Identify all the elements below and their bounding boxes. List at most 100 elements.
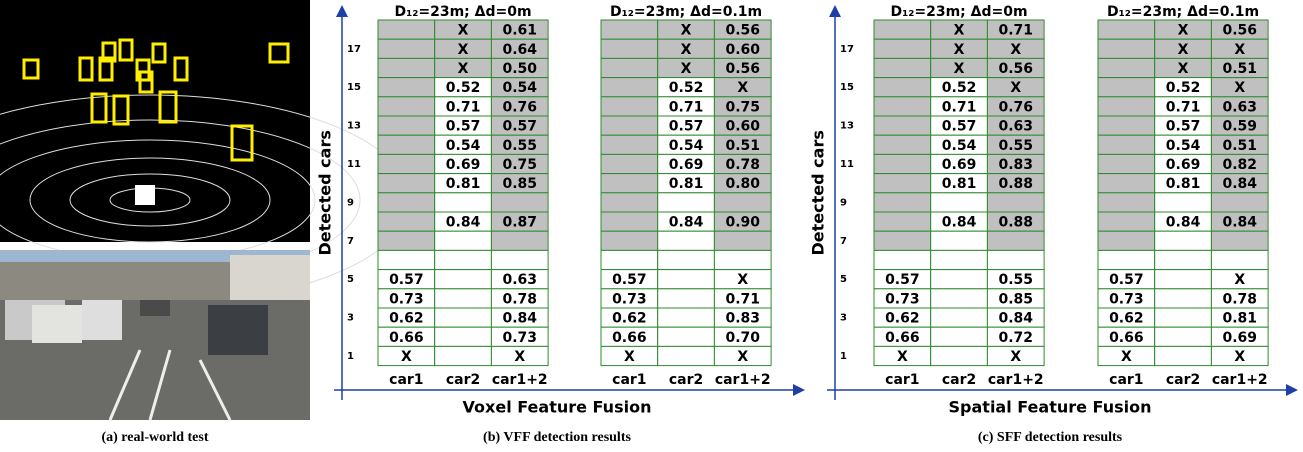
column-header: car1 (885, 372, 919, 388)
table-cell (600, 134, 659, 155)
table-cell (434, 307, 492, 328)
table-cell (377, 115, 436, 136)
cell-value: 0.54 (669, 138, 704, 154)
row-label: 1 (840, 351, 847, 362)
table-cell (377, 134, 436, 155)
table-cell (377, 77, 436, 98)
cell-value: X (1010, 42, 1021, 58)
table-cell (1154, 269, 1212, 290)
table-cell (1097, 134, 1156, 155)
table-cell (1097, 192, 1156, 213)
table-cell (657, 230, 715, 251)
table-cell (930, 288, 988, 309)
table-cell (713, 230, 772, 251)
table-cell (1097, 57, 1156, 79)
cell-value: 0.57 (502, 119, 537, 135)
cell-value: 0.61 (502, 23, 537, 39)
x-title: Voxel Feature Fusion (463, 398, 652, 417)
cell-value: 0.70 (725, 330, 760, 346)
cell-value: 0.63 (502, 272, 537, 288)
cell-value: 0.73 (389, 291, 424, 307)
cell-value: 0.81 (1166, 176, 1201, 192)
row-label: 3 (347, 313, 354, 324)
column-header: car1 (389, 372, 423, 388)
cell-value: 0.55 (998, 272, 1033, 288)
table-cell (873, 173, 932, 194)
table-cell (657, 288, 715, 309)
cell-value: X (624, 349, 635, 365)
cell-value: X (1234, 272, 1245, 288)
cell-value: X (954, 61, 965, 77)
column-header: car2 (669, 372, 703, 388)
cell-value: 0.69 (1166, 157, 1201, 173)
table-cell (434, 230, 492, 251)
row-label: 13 (840, 121, 854, 132)
table-cell (600, 192, 659, 213)
table-cell (1097, 38, 1156, 59)
cell-value: X (458, 61, 469, 77)
table-cell (434, 288, 492, 309)
row-label: 17 (347, 44, 361, 55)
cell-value: 0.83 (998, 157, 1033, 173)
table-cell (873, 19, 932, 40)
table-cell (657, 326, 715, 347)
table-cell (490, 230, 549, 251)
table-cell (600, 57, 659, 79)
table-cell (1154, 288, 1212, 309)
column-header: car1 (1109, 372, 1143, 388)
x-title: Spatial Feature Fusion (949, 398, 1152, 417)
cell-value: 0.84 (1222, 215, 1257, 231)
table-cell (1097, 77, 1156, 98)
table-cell (930, 230, 988, 251)
row-label: 7 (840, 236, 847, 247)
cell-value: 0.84 (1166, 215, 1201, 231)
caption: (a) real-world test (101, 430, 208, 445)
cell-value: 0.85 (502, 176, 537, 192)
table-cell (600, 153, 659, 175)
row-label: 7 (347, 236, 354, 247)
cell-value: 0.81 (1222, 311, 1257, 327)
table-cell (1154, 326, 1212, 347)
cell-value: X (897, 349, 908, 365)
cell-value: X (458, 42, 469, 58)
cell-value: 0.51 (725, 138, 760, 154)
table-cell (600, 230, 659, 251)
cell-value: 0.62 (612, 311, 647, 327)
table-cell (873, 192, 932, 213)
table-cell (377, 173, 436, 194)
cell-value: X (737, 349, 748, 365)
cell-value: 0.69 (669, 157, 704, 173)
cell-value: X (401, 349, 412, 365)
cell-value: X (954, 42, 965, 58)
cell-value: X (1234, 349, 1245, 365)
table-cell (1097, 115, 1156, 136)
cell-value: 0.73 (612, 291, 647, 307)
table-cell (930, 249, 988, 271)
cell-value: 0.84 (502, 311, 537, 327)
cell-value: 0.71 (669, 99, 704, 115)
caption: (b) VFF detection results (483, 430, 631, 445)
table-cell (1210, 192, 1269, 213)
table-cell (490, 249, 549, 271)
cell-value: 0.52 (669, 80, 704, 96)
cell-value: 0.56 (1222, 23, 1257, 39)
cell-value: 0.60 (725, 42, 760, 58)
cell-value: 0.87 (502, 215, 537, 231)
column-header: car1 (612, 372, 646, 388)
table-cell (1097, 249, 1156, 271)
table-cell (377, 249, 436, 271)
table-cell (600, 77, 659, 98)
table-cell (1097, 211, 1156, 232)
table-cell (1154, 307, 1212, 328)
cell-value: 0.51 (1222, 138, 1257, 154)
table-cell (1154, 192, 1212, 213)
table-cell (873, 77, 932, 98)
cell-value: 0.56 (725, 61, 760, 77)
cell-value: 0.75 (502, 157, 537, 173)
cell-value: 0.59 (1222, 119, 1257, 135)
cell-value: X (954, 23, 965, 39)
cell-value: 0.62 (1109, 311, 1144, 327)
cell-value: 0.55 (998, 138, 1033, 154)
cell-value: 0.63 (1222, 99, 1257, 115)
